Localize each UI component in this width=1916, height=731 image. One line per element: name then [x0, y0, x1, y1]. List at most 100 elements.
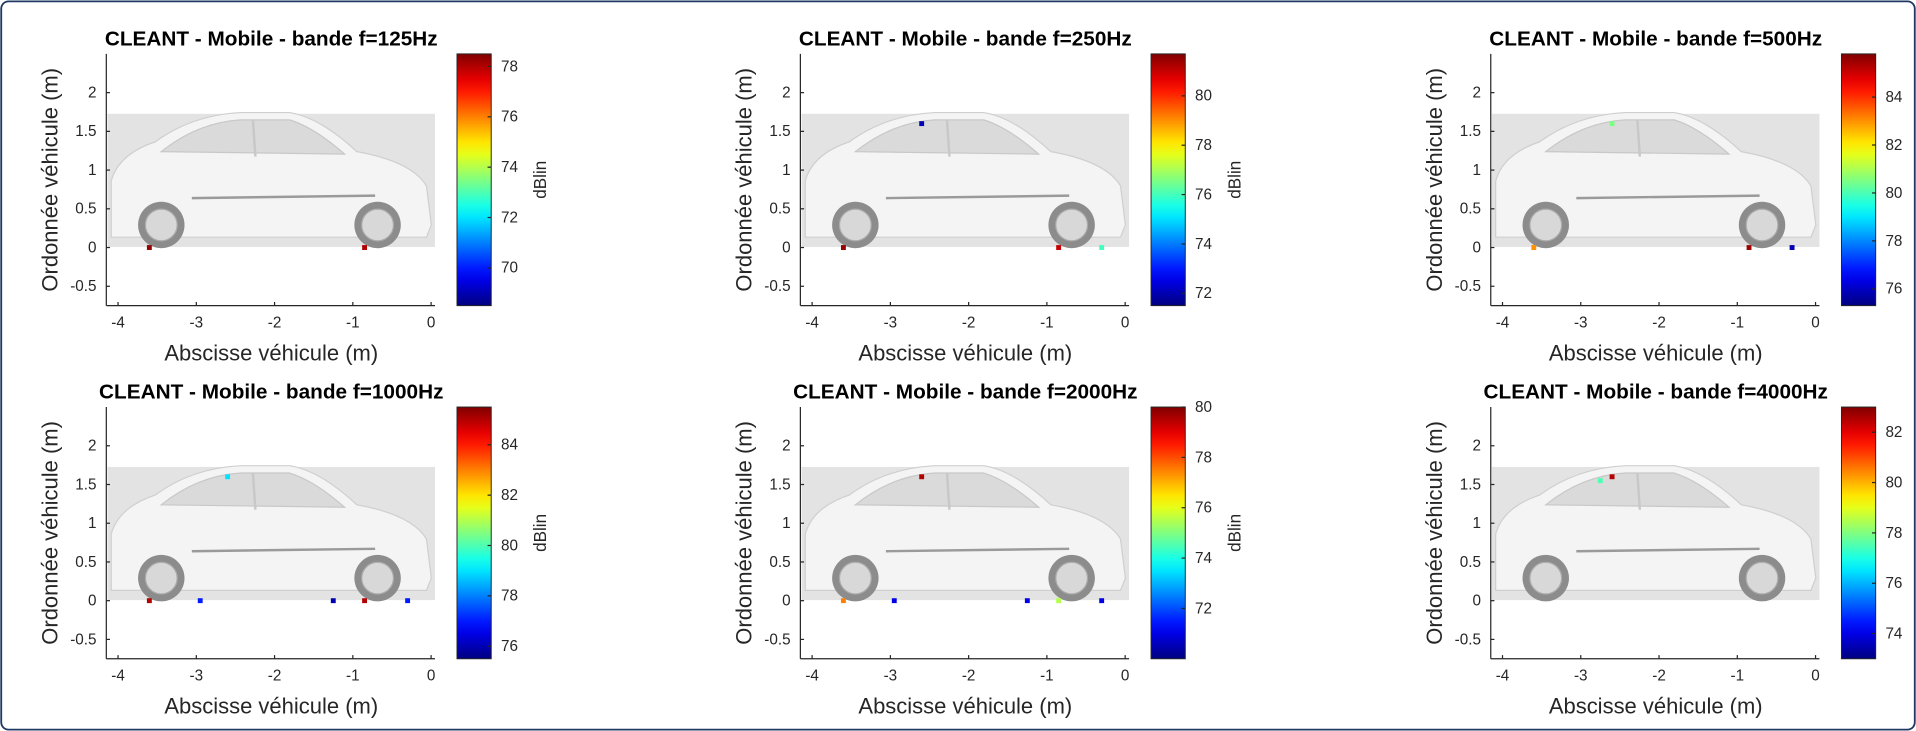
point — [1056, 598, 1062, 604]
car-rim — [361, 561, 395, 595]
point — [1746, 245, 1752, 250]
x-axis-label: Abscisse véhicule (m) — [1549, 341, 1763, 366]
x-axis-label: Abscisse véhicule (m) — [164, 694, 378, 719]
x-tick-label: -2 — [962, 668, 976, 685]
car-pillar — [1636, 119, 1642, 157]
car-strip — [1576, 194, 1760, 200]
y-tick-label: 2 — [1472, 85, 1481, 102]
car-image — [801, 111, 1130, 249]
car-rim — [144, 208, 178, 242]
car-strip — [885, 547, 1070, 553]
x-tick-label: -1 — [1040, 668, 1054, 685]
y-tick-label: 2 — [782, 438, 791, 455]
colorbar-tick-label: 76 — [501, 638, 518, 655]
y-tick-label: 1.5 — [1460, 123, 1481, 140]
colorbar-tick-label: 78 — [1195, 137, 1212, 154]
point — [840, 245, 846, 250]
subplot: -4 -3 -2 -1 0 -0.5 0 0.5 1 1.5 2 CLEANT - Mobile - … — [1422, 380, 1903, 718]
x-tick-label: -1 — [1040, 315, 1054, 332]
colorbar-tick-label: 70 — [501, 260, 518, 277]
x-tick-label: -1 — [1731, 668, 1745, 685]
subplot: -4 -3 -2 -1 0 -0.5 0 0.5 1 1.5 2 CLEANT - Mobile - … — [1422, 27, 1903, 365]
x-tick-label: 0 — [427, 315, 435, 332]
colorbar-label: dBlin — [531, 161, 550, 199]
car-image — [1491, 465, 1820, 602]
x-tick-label: 0 — [1811, 315, 1820, 332]
car-image — [801, 465, 1130, 602]
y-tick-label: 0 — [782, 239, 791, 256]
car-rim — [838, 208, 872, 242]
colorbar-tick-label: 76 — [501, 109, 518, 126]
y-tick-label: 1.5 — [1460, 476, 1481, 493]
colorbar-tick-label: 74 — [1195, 550, 1212, 567]
point — [1597, 478, 1603, 484]
x-tick-label: -2 — [1652, 315, 1666, 332]
y-tick-label: 0 — [1472, 593, 1481, 610]
x-tick-label: -3 — [190, 315, 204, 332]
colorbar-tick-label: 80 — [1195, 88, 1212, 105]
colorbar-tick-label: 74 — [1195, 236, 1212, 253]
car-rim — [1055, 208, 1089, 242]
y-axis-label: Ordonnée véhicule (m) — [1422, 421, 1447, 645]
x-tick-label: -2 — [962, 315, 976, 332]
x-axis-label: Abscisse véhicule (m) — [1549, 694, 1763, 719]
car-rim — [838, 561, 872, 595]
y-tick-label: 1.5 — [75, 123, 96, 140]
y-axis-label: Ordonnée véhicule (m) — [37, 68, 62, 292]
colorbar-tick-label: 80 — [1195, 399, 1212, 416]
y-axis-label: Ordonnée véhicule (m) — [731, 421, 756, 645]
colorbar-tick-label: 74 — [1885, 625, 1902, 642]
car-rim — [1745, 561, 1779, 595]
point — [330, 598, 336, 604]
car-image — [107, 465, 436, 602]
car-rim — [361, 208, 395, 242]
subplot: -4 -3 -2 -1 0 -0.5 0 0.5 1 1.5 2 CLEANT - Mobile - … — [731, 380, 1244, 718]
colorbar-tick-label: 80 — [501, 537, 518, 554]
car-rim — [144, 561, 178, 595]
point — [1531, 245, 1537, 250]
y-axis-label: Ordonnée véhicule (m) — [731, 68, 756, 292]
point — [362, 245, 368, 250]
colorbar-tick-label: 80 — [1885, 474, 1902, 491]
x-tick-label: -3 — [190, 668, 204, 685]
car-pillar — [1636, 472, 1642, 510]
x-tick-label: -3 — [1574, 315, 1588, 332]
x-tick-label: -2 — [268, 668, 282, 685]
y-tick-label: 0.5 — [769, 201, 790, 218]
x-tick-label: 0 — [1121, 315, 1130, 332]
colorbar — [456, 406, 492, 660]
chart-title: CLEANT - Mobile - bande f=2000Hz — [793, 380, 1137, 403]
x-tick-label: -1 — [346, 315, 360, 332]
colorbar — [456, 53, 492, 307]
y-tick-label: 0 — [88, 239, 97, 256]
y-tick-label: 1 — [782, 162, 791, 179]
chart-title: CLEANT - Mobile - bande f=125Hz — [105, 27, 438, 50]
y-tick-label: -0.5 — [70, 278, 96, 295]
colorbar-label: dBlin — [531, 514, 550, 552]
x-axis-label: Abscisse véhicule (m) — [164, 341, 378, 366]
x-tick-label: -3 — [1574, 668, 1588, 685]
colorbar — [1840, 406, 1877, 660]
chart-title: CLEANT - Mobile - bande f=4000Hz — [1484, 380, 1828, 403]
colorbar-tick-label: 78 — [1195, 449, 1212, 466]
point — [1056, 245, 1062, 250]
subplot: -4 -3 -2 -1 0 -0.5 0 0.5 1 1.5 2 CLEANT - Mobile - … — [731, 27, 1244, 365]
x-tick-label: -1 — [1731, 315, 1745, 332]
point — [919, 474, 925, 480]
car-rim — [1745, 208, 1779, 242]
y-tick-label: 2 — [1472, 438, 1481, 455]
x-axis-label: Abscisse véhicule (m) — [858, 694, 1072, 719]
colorbar-tick-label: 72 — [501, 209, 518, 226]
colorbar-tick-label: 80 — [1885, 185, 1902, 202]
point — [1609, 474, 1615, 480]
colorbar-tick-label: 82 — [1885, 137, 1902, 154]
x-tick-label: -3 — [884, 315, 898, 332]
y-tick-label: 1 — [88, 515, 97, 532]
colorbar-tick-label: 78 — [1885, 233, 1902, 250]
y-tick-label: 1.5 — [769, 476, 790, 493]
colorbar-label: dBlin — [1225, 514, 1244, 552]
x-tick-label: -4 — [111, 315, 125, 332]
y-tick-label: 0.5 — [75, 554, 96, 571]
y-axis-label: Ordonnée véhicule (m) — [37, 421, 62, 645]
